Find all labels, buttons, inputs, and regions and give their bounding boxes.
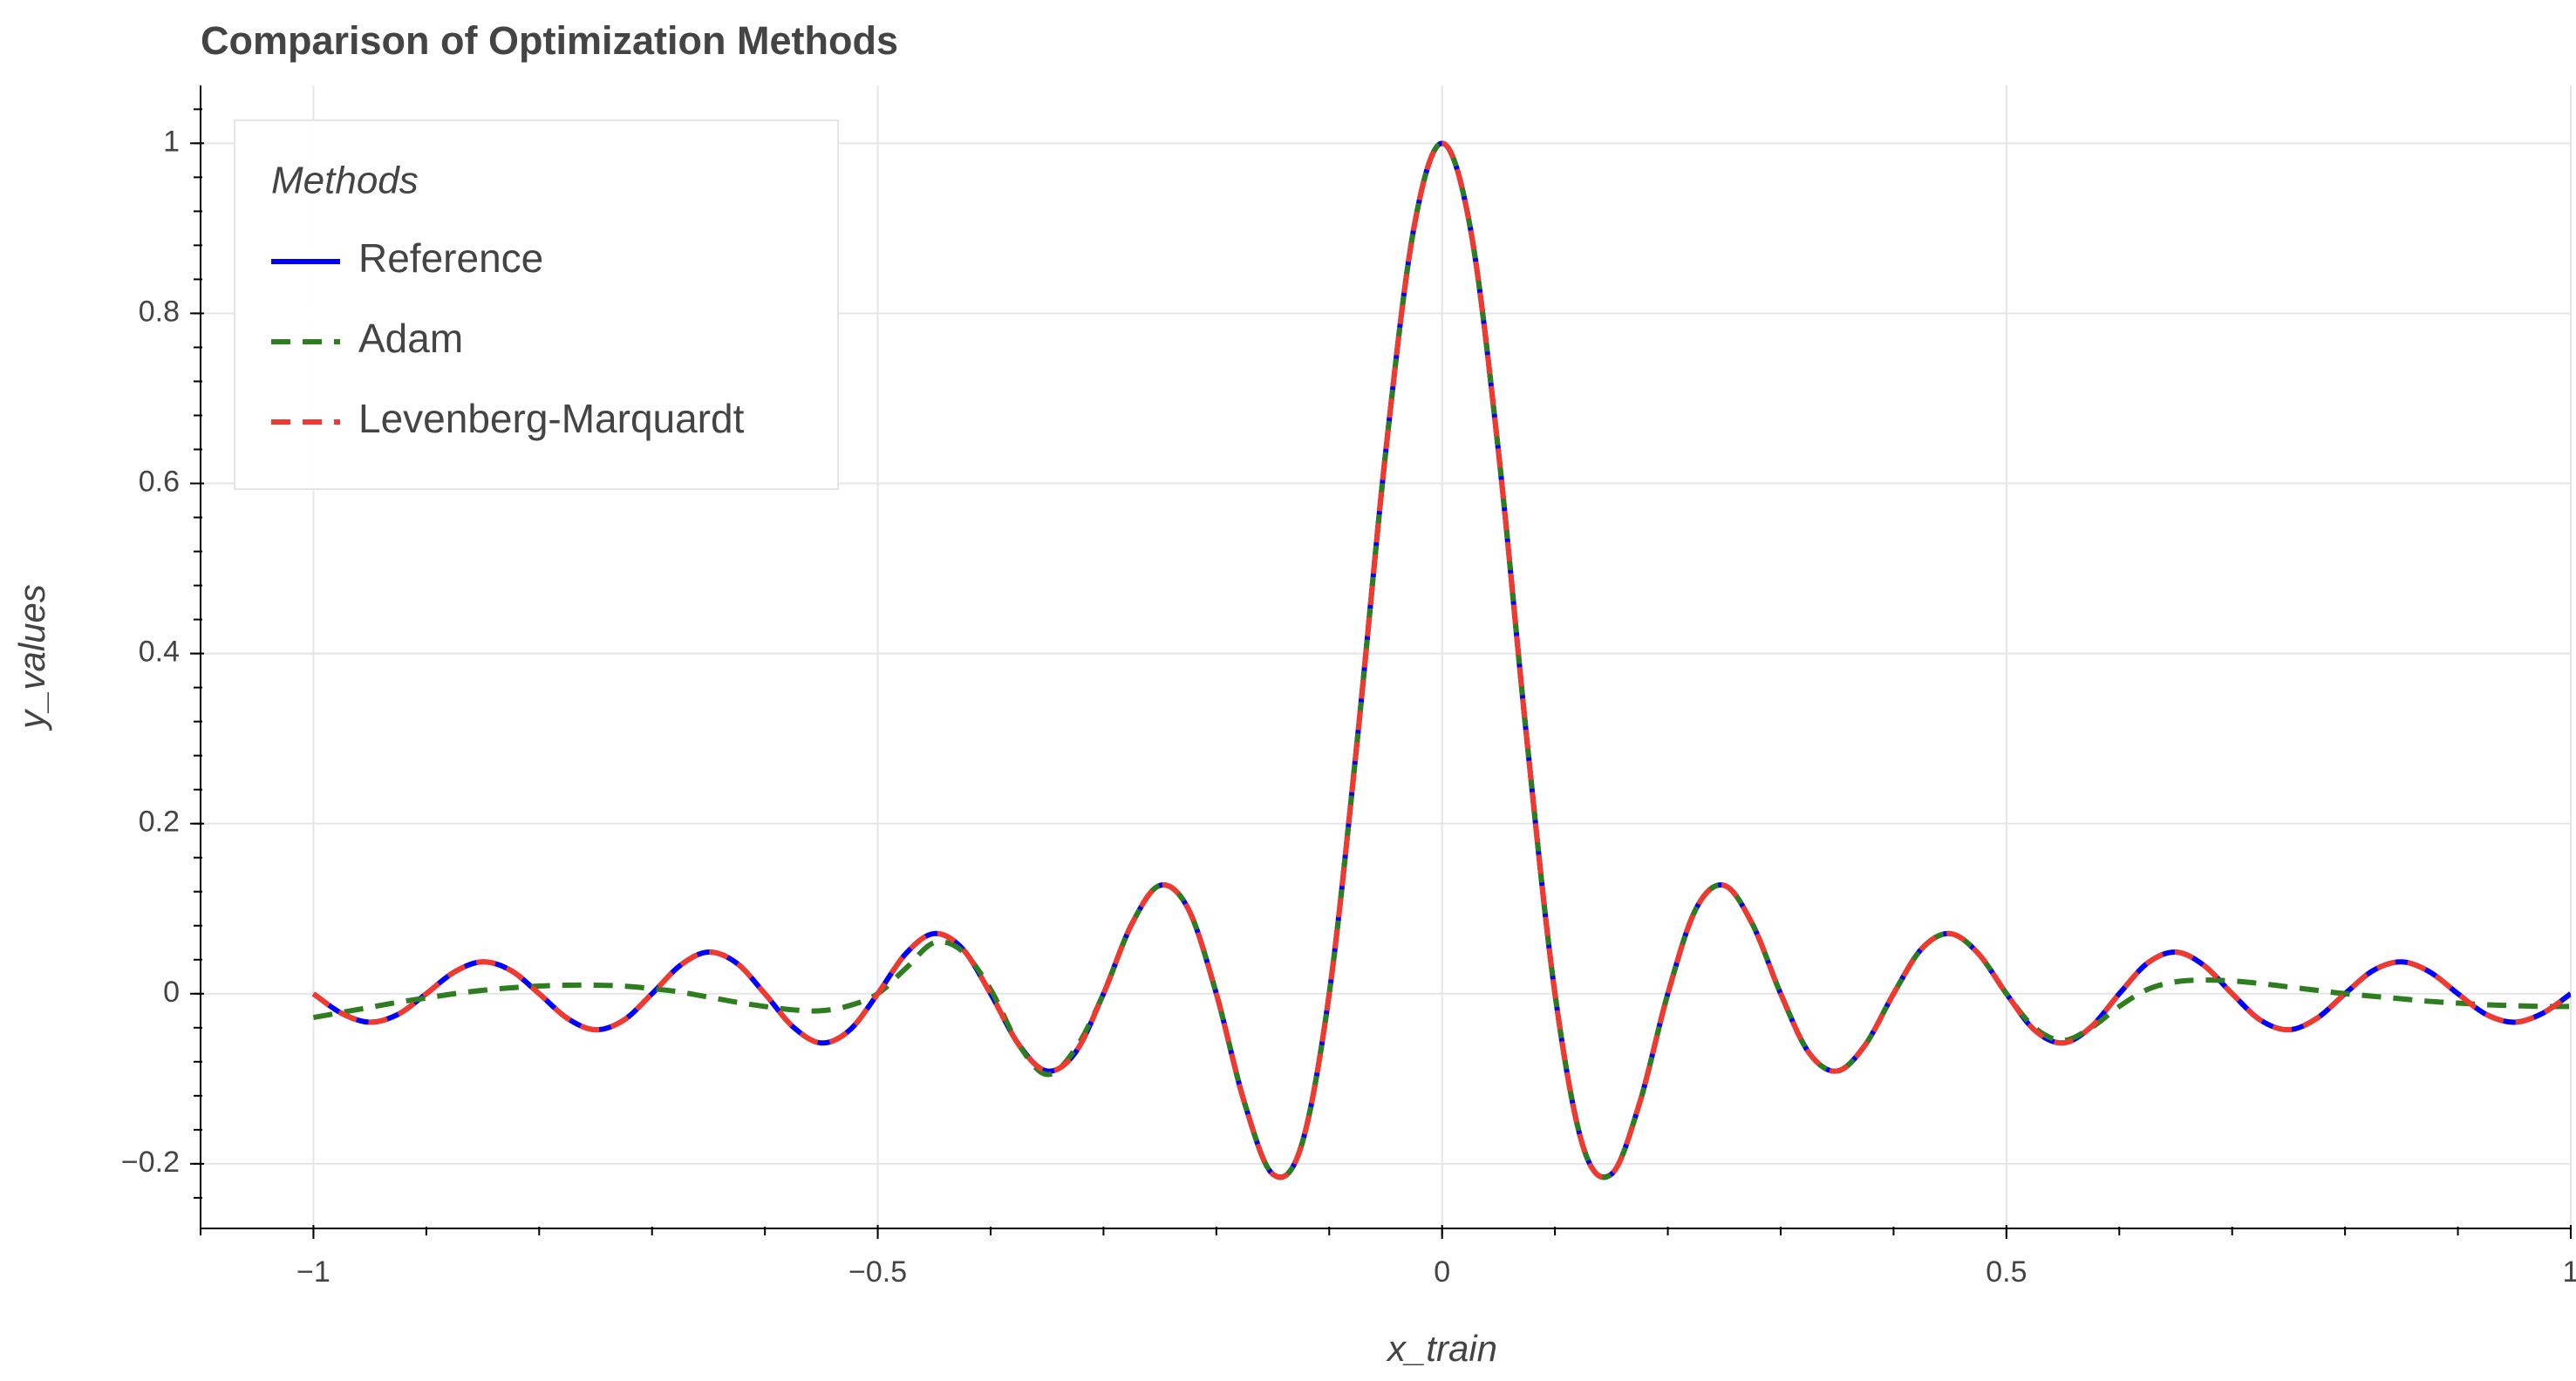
y-tick-label: −0.2 <box>121 1146 180 1179</box>
y-axis-label: y_values <box>11 584 52 731</box>
y-tick-label: 1 <box>163 125 180 158</box>
legend-box <box>234 119 839 490</box>
y-tick-label: 0.2 <box>139 806 180 839</box>
legend-label: Adam <box>358 316 463 361</box>
legend-title: Methods <box>271 160 419 202</box>
series-line <box>311 140 2571 1180</box>
y-tick-label: 0.4 <box>139 636 180 669</box>
x-axis-label: x_train <box>1386 1328 1497 1369</box>
series-line <box>312 140 2571 1180</box>
y-tick-label: 0 <box>163 976 180 1009</box>
x-tick-label: −1 <box>296 1255 331 1289</box>
x-tick-label: −0.5 <box>848 1255 907 1289</box>
x-tick-label: 0.5 <box>1986 1255 2027 1289</box>
y-tick-label: 0.8 <box>139 295 180 328</box>
legend-label: Reference <box>358 235 543 281</box>
x-tick-label: 1 <box>2563 1255 2576 1289</box>
legend-label: Levenberg-Marquardt <box>358 396 745 441</box>
y-tick-label: 0.6 <box>139 465 180 498</box>
chart-title: Comparison of Optimization Methods <box>201 18 898 63</box>
x-tick-label: 0 <box>1434 1255 1450 1289</box>
